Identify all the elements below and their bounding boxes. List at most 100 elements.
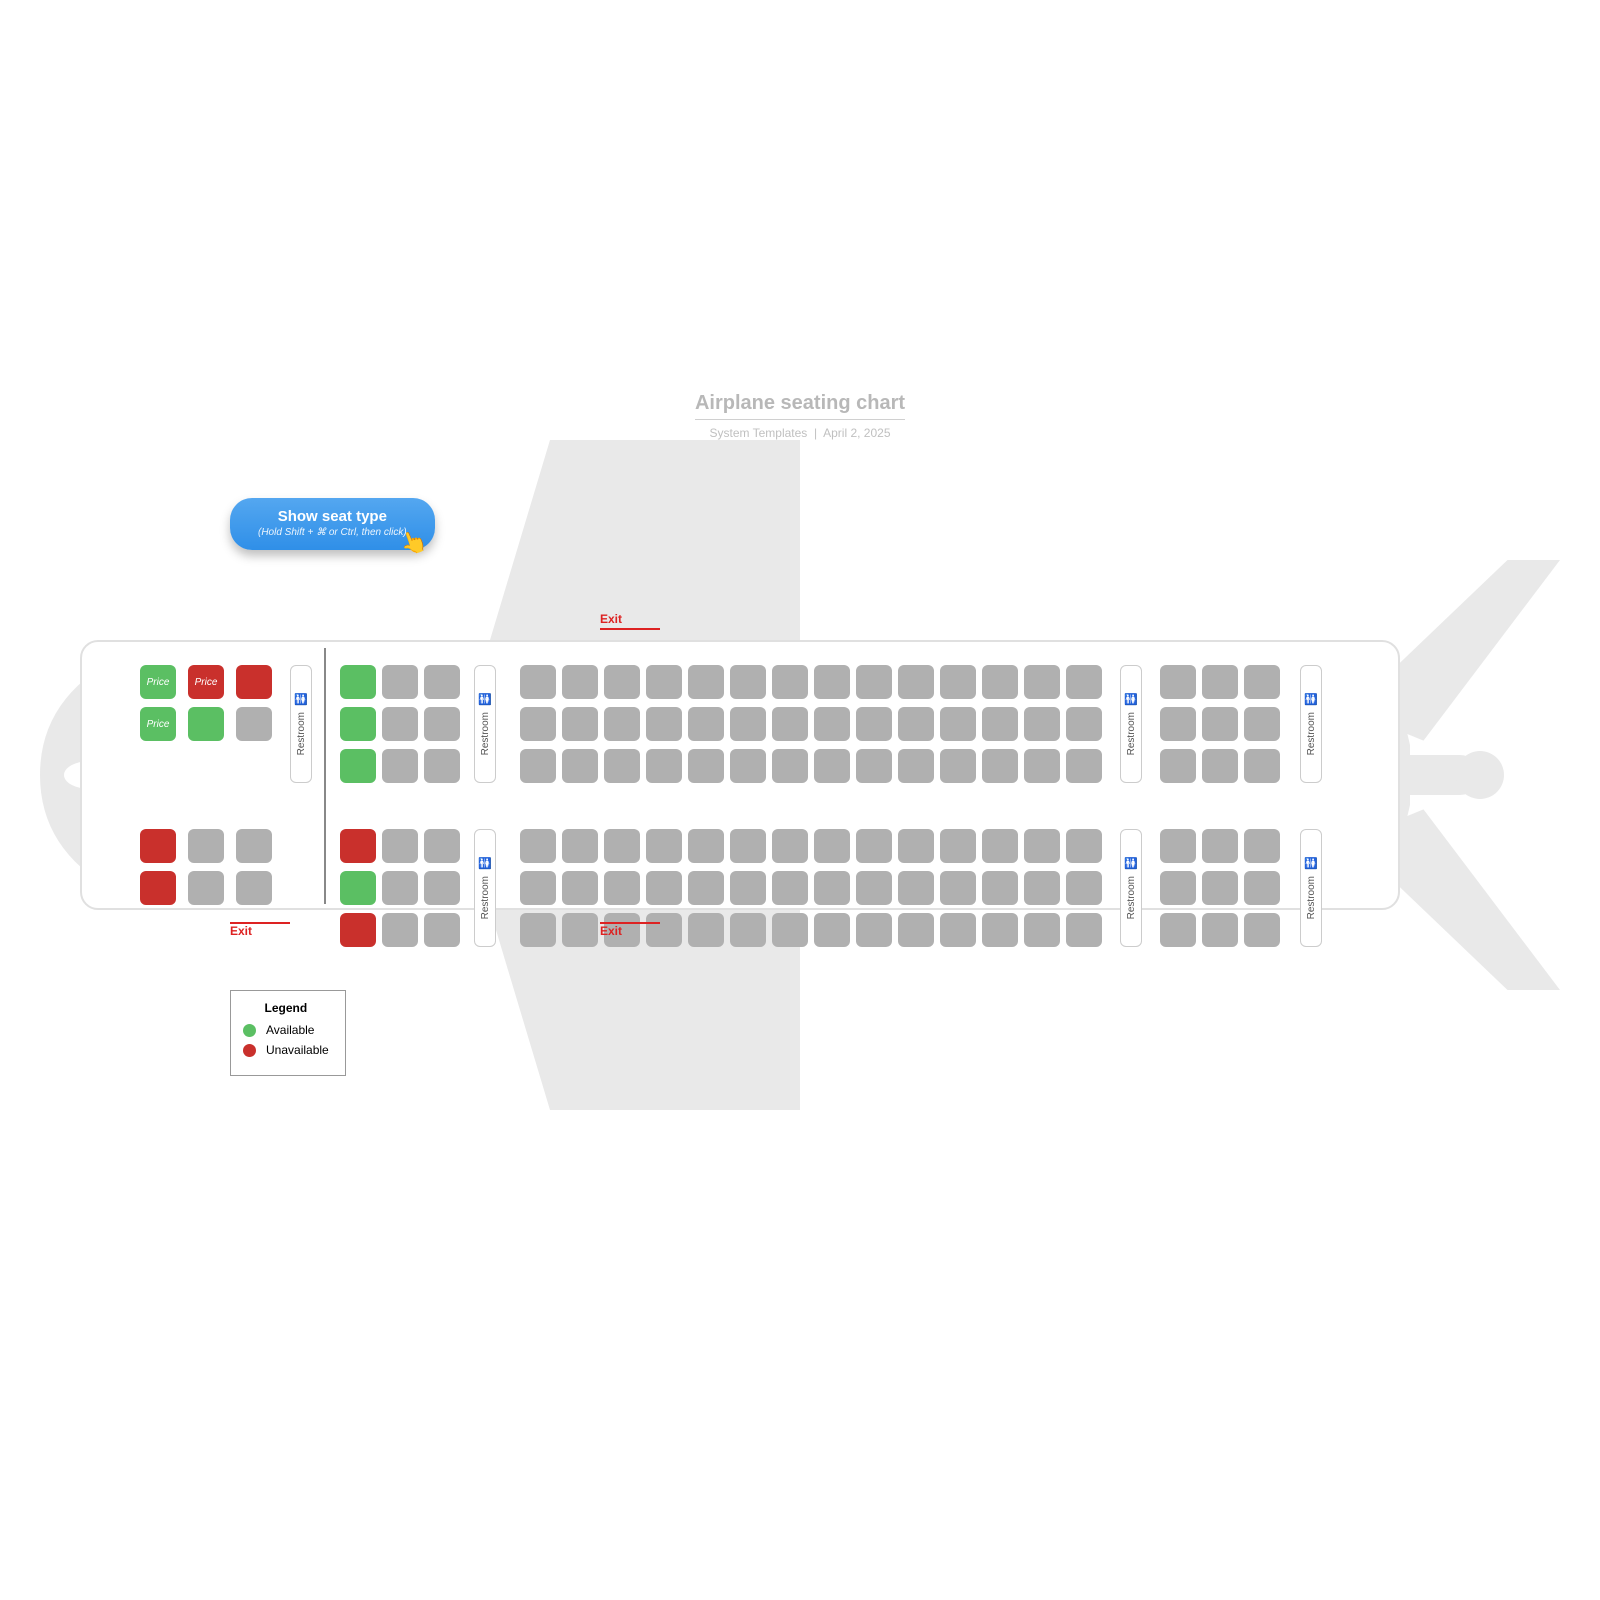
seat[interactable] <box>898 707 934 741</box>
seat[interactable] <box>940 749 976 783</box>
seat[interactable] <box>236 871 272 905</box>
seat[interactable] <box>814 707 850 741</box>
seat[interactable] <box>1244 749 1280 783</box>
seat[interactable] <box>1024 871 1060 905</box>
seat[interactable] <box>730 871 766 905</box>
seat[interactable] <box>140 871 176 905</box>
seat[interactable] <box>424 829 460 863</box>
seat[interactable] <box>1202 829 1238 863</box>
seat[interactable] <box>1244 871 1280 905</box>
seat[interactable] <box>1202 749 1238 783</box>
seat[interactable] <box>1244 707 1280 741</box>
seat[interactable] <box>424 871 460 905</box>
seat[interactable] <box>772 871 808 905</box>
seat[interactable] <box>1066 913 1102 947</box>
seat[interactable] <box>520 829 556 863</box>
seat[interactable] <box>1066 665 1102 699</box>
seat[interactable] <box>382 749 418 783</box>
seat[interactable] <box>856 707 892 741</box>
seat[interactable]: Price <box>140 665 176 699</box>
seat[interactable] <box>188 829 224 863</box>
seat[interactable] <box>1066 871 1102 905</box>
seat[interactable] <box>188 707 224 741</box>
seat[interactable] <box>604 665 640 699</box>
seat[interactable] <box>940 913 976 947</box>
seat[interactable] <box>424 749 460 783</box>
seat[interactable] <box>982 707 1018 741</box>
seat[interactable] <box>646 749 682 783</box>
seat[interactable] <box>772 707 808 741</box>
seat[interactable] <box>1244 665 1280 699</box>
show-seat-type-button[interactable]: Show seat type (Hold Shift + ⌘ or Ctrl, … <box>230 498 435 550</box>
seat[interactable] <box>730 829 766 863</box>
seat[interactable] <box>814 913 850 947</box>
seat[interactable]: Price <box>140 707 176 741</box>
seat[interactable] <box>646 871 682 905</box>
seat[interactable] <box>856 749 892 783</box>
seat[interactable] <box>1244 829 1280 863</box>
seat[interactable] <box>856 829 892 863</box>
seat[interactable] <box>562 707 598 741</box>
seat[interactable] <box>688 707 724 741</box>
seat[interactable] <box>1202 707 1238 741</box>
seat[interactable] <box>1160 707 1196 741</box>
seat[interactable] <box>1024 829 1060 863</box>
seat[interactable] <box>1024 749 1060 783</box>
seat[interactable] <box>1160 913 1196 947</box>
seat[interactable] <box>730 665 766 699</box>
seat[interactable] <box>236 665 272 699</box>
seat[interactable] <box>688 665 724 699</box>
seat[interactable] <box>940 829 976 863</box>
seat[interactable] <box>982 871 1018 905</box>
seat[interactable] <box>856 665 892 699</box>
seat[interactable] <box>898 871 934 905</box>
seat[interactable] <box>772 913 808 947</box>
seat[interactable] <box>1160 665 1196 699</box>
seat[interactable] <box>604 707 640 741</box>
seat[interactable] <box>898 749 934 783</box>
seat[interactable] <box>814 871 850 905</box>
seat[interactable] <box>340 665 376 699</box>
seat[interactable] <box>340 829 376 863</box>
seat[interactable] <box>646 665 682 699</box>
seat[interactable] <box>520 749 556 783</box>
seat[interactable] <box>856 871 892 905</box>
seat[interactable] <box>772 749 808 783</box>
seat[interactable] <box>562 913 598 947</box>
seat[interactable] <box>982 913 1018 947</box>
seat[interactable] <box>940 871 976 905</box>
seat[interactable] <box>562 665 598 699</box>
seat[interactable] <box>688 913 724 947</box>
seat[interactable] <box>236 707 272 741</box>
seat[interactable] <box>382 913 418 947</box>
seat[interactable] <box>898 829 934 863</box>
seat[interactable] <box>1202 871 1238 905</box>
seat[interactable] <box>604 871 640 905</box>
seat[interactable] <box>730 913 766 947</box>
seat[interactable] <box>520 707 556 741</box>
seat[interactable] <box>730 707 766 741</box>
seat[interactable] <box>1160 749 1196 783</box>
seat[interactable] <box>340 871 376 905</box>
seat[interactable] <box>562 871 598 905</box>
seat[interactable] <box>604 829 640 863</box>
seat[interactable] <box>1202 665 1238 699</box>
seat[interactable] <box>520 913 556 947</box>
seat[interactable] <box>688 871 724 905</box>
seat[interactable] <box>1202 913 1238 947</box>
seat[interactable] <box>382 665 418 699</box>
seat[interactable] <box>688 829 724 863</box>
seat[interactable] <box>520 665 556 699</box>
seat[interactable] <box>140 829 176 863</box>
seat[interactable] <box>814 665 850 699</box>
seat[interactable] <box>898 913 934 947</box>
seat[interactable] <box>982 829 1018 863</box>
seat[interactable] <box>604 749 640 783</box>
seat[interactable] <box>1024 665 1060 699</box>
seat[interactable] <box>424 665 460 699</box>
seat[interactable] <box>520 871 556 905</box>
seat[interactable] <box>772 829 808 863</box>
seat[interactable] <box>646 829 682 863</box>
seat[interactable] <box>982 665 1018 699</box>
seat[interactable] <box>382 829 418 863</box>
